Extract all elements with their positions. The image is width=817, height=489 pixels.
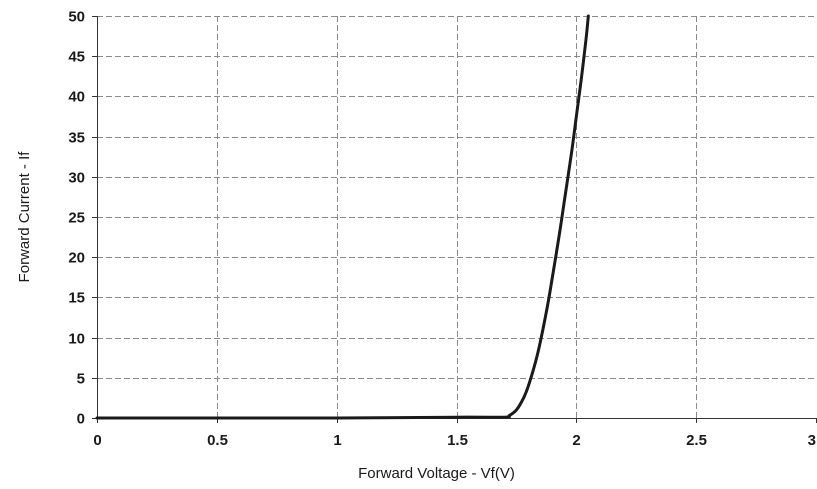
axis-layer — [92, 16, 817, 423]
x-tick-label: 0.5 — [207, 432, 228, 449]
tick-label-layer: 0 5 10 15 20 25 30 35 40 45 50 0 0.5 1 1.5 2 2.5 3 — [68, 9, 816, 450]
y-tick-label: 30 — [68, 170, 85, 187]
x-tick-label: 2.5 — [686, 432, 707, 449]
y-tick-label: 15 — [68, 290, 85, 307]
grid-layer — [97, 16, 816, 418]
x-tick-label: 0 — [93, 432, 101, 449]
y-tick-label: 10 — [68, 331, 85, 348]
y-tick-label: 40 — [68, 89, 85, 106]
x-tick-label: 1.5 — [447, 432, 468, 449]
y-tick-label: 5 — [77, 371, 85, 388]
x-tick-label: 1 — [333, 432, 341, 449]
forward-current-curve — [95, 14, 590, 420]
y-tick-label: 45 — [68, 49, 85, 66]
y-tick-label: 0 — [77, 411, 85, 428]
x-axis-title: Forward Voltage - Vf(V) — [358, 465, 515, 482]
x-tick-label: 2 — [572, 432, 580, 449]
y-axis-title: Forward Current - If — [16, 151, 33, 283]
y-tick-label: 25 — [68, 210, 85, 227]
y-tick-label: 20 — [68, 250, 85, 267]
x-tick-label: 3 — [808, 432, 816, 449]
y-tick-label: 35 — [68, 130, 85, 147]
series-layer — [95, 14, 590, 420]
y-tick-label: 50 — [68, 9, 85, 26]
